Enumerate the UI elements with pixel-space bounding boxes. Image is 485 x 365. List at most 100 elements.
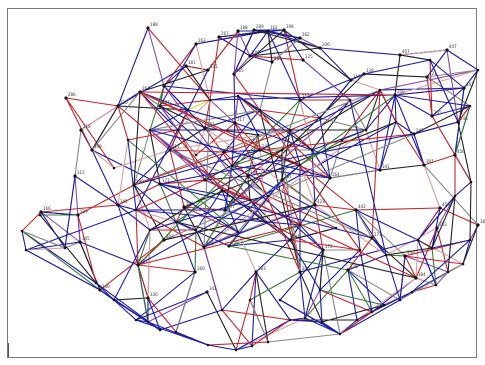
graph-edge [175, 221, 196, 273]
graph-node [76, 213, 80, 217]
graph-edge [289, 227, 337, 241]
node-label: 450 [442, 202, 450, 207]
graph-edge [77, 214, 97, 284]
node-label: 262 [198, 38, 206, 43]
graph-edge [74, 129, 82, 177]
graph-edge [234, 95, 239, 124]
graph-node [206, 343, 210, 347]
node-label: 206 [322, 42, 330, 47]
graph-node [134, 318, 138, 322]
node-label: 334 [226, 146, 234, 151]
graph-edge [379, 69, 479, 91]
graph-edge [394, 94, 425, 166]
graph-node [254, 270, 258, 274]
node-label: 423 [317, 199, 325, 204]
frame-edge-mark [8, 343, 9, 357]
graph-edge [426, 76, 471, 107]
graph-node [158, 104, 162, 108]
graph-node [194, 228, 198, 232]
graph-node [434, 283, 438, 287]
graph-node [234, 348, 238, 352]
graph-node [146, 296, 150, 300]
graph-edge [426, 76, 433, 117]
graph-edge [371, 237, 417, 279]
graph-edge [133, 129, 291, 186]
node-label: 303 [166, 234, 174, 239]
node-label: 162 [302, 32, 310, 37]
graph-edge [446, 49, 479, 71]
graph-edge [385, 247, 433, 256]
node-label: 111 [353, 74, 361, 79]
node-label: 164 [332, 172, 340, 177]
graph-edge [204, 127, 259, 136]
graph-edge [195, 122, 236, 156]
graph-node [148, 128, 152, 132]
graph-node [246, 174, 250, 178]
graph-edge [431, 227, 438, 249]
graph-node [63, 246, 67, 250]
graph-node [446, 270, 450, 274]
graph-edge [322, 249, 341, 335]
graph-edge [304, 317, 341, 335]
graph-edge [40, 211, 66, 249]
graph-edge [347, 269, 385, 306]
graph-edge [454, 181, 472, 197]
graph-edge [133, 129, 151, 186]
node-label: 341 [382, 164, 390, 169]
node-label: 198 [286, 24, 294, 29]
graph-edge [235, 319, 291, 351]
graph-edge [394, 94, 471, 107]
graph-edge [249, 299, 269, 343]
graph-node [310, 148, 314, 152]
graph-edge [231, 134, 259, 167]
graph-edge [355, 209, 419, 241]
graph-edge [117, 204, 151, 231]
graph-edge [399, 54, 431, 61]
graph-edge [311, 149, 316, 206]
graph-node [414, 276, 418, 280]
graph-edge [137, 264, 196, 273]
graph-edge [209, 36, 220, 101]
graph-node [378, 88, 382, 92]
graph-edge [137, 264, 149, 323]
graph-edge [163, 85, 251, 201]
graph-edge [350, 79, 381, 91]
node-label: 181 [188, 60, 196, 65]
graph-node [217, 35, 221, 39]
graph-edge [235, 299, 251, 351]
graph-edge [135, 209, 205, 248]
graph-edge [175, 271, 196, 333]
graph-edge [113, 299, 161, 331]
graph-node [73, 174, 77, 178]
graph-node [182, 205, 186, 209]
graph-edge [221, 309, 253, 347]
graph-edge [356, 277, 417, 321]
graph-edge [267, 30, 273, 63]
graph-node [203, 126, 207, 130]
graph-edge [249, 271, 257, 301]
graph-node [298, 223, 302, 227]
graph-edge [159, 133, 415, 185]
graph-edge [404, 255, 464, 265]
node-label: 134 [250, 170, 258, 175]
graph-node [116, 203, 120, 207]
graph-edge [133, 89, 381, 186]
node-label: 248 [252, 50, 260, 55]
graph-node [280, 178, 284, 182]
graph-node [398, 298, 402, 302]
graph-edge [163, 204, 316, 241]
graph-node [146, 320, 150, 324]
graph-node [184, 64, 188, 68]
graph-edge [117, 204, 139, 266]
graph-edge [259, 89, 381, 151]
graph-edge [137, 229, 151, 266]
graph-node [233, 121, 237, 125]
graph-edge [249, 271, 301, 301]
graph-edge [469, 181, 472, 241]
graph-edge [163, 43, 197, 87]
graph-edge [446, 49, 459, 123]
graph-node [38, 213, 42, 217]
graph-edge [431, 115, 472, 183]
graph-edge [203, 204, 316, 248]
graph-node [158, 182, 162, 186]
